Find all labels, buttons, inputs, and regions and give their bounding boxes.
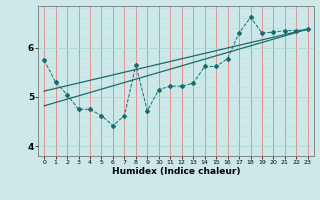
- X-axis label: Humidex (Indice chaleur): Humidex (Indice chaleur): [112, 167, 240, 176]
